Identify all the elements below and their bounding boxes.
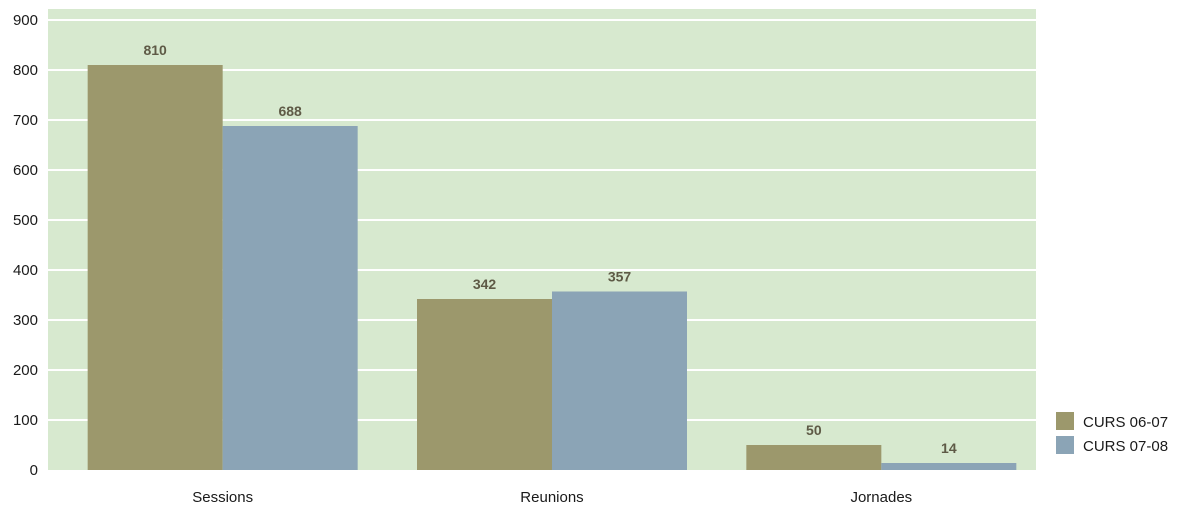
x-tick-label: Reunions [520,489,583,506]
bar [417,299,552,470]
bar [746,445,882,470]
y-tick-label: 800 [13,62,38,79]
x-axis: Sessions Reunions Jornades [192,489,912,506]
data-label: 810 [143,42,167,58]
data-label: 50 [806,422,822,438]
legend: CURS 06-07 CURS 07-08 [1056,412,1168,455]
bar [881,463,1017,470]
y-tick-label: 400 [13,262,38,279]
y-tick-label: 700 [13,112,38,129]
legend-swatch [1056,436,1074,454]
legend-label: CURS 07-08 [1083,438,1168,455]
legend-swatch [1056,412,1074,430]
y-tick-label: 0 [30,462,38,479]
y-tick-label: 500 [13,212,38,229]
legend-label: CURS 06-07 [1083,414,1168,431]
x-tick-label: Jornades [850,489,912,506]
data-label: 688 [278,103,302,119]
x-tick-label: Sessions [192,489,253,506]
data-label: 342 [473,276,497,292]
y-tick-label: 100 [13,412,38,429]
y-tick-label: 200 [13,362,38,379]
y-axis: 0 100 200 300 400 500 600 700 800 900 [13,12,38,479]
y-tick-label: 900 [13,12,38,29]
data-label: 357 [608,269,632,285]
bar [552,291,687,470]
bar [87,65,223,470]
data-label: 14 [941,440,957,456]
y-tick-label: 300 [13,312,38,329]
bars: 810 688 342 357 50 14 [87,42,1017,470]
bar [222,126,358,470]
y-tick-label: 600 [13,162,38,179]
